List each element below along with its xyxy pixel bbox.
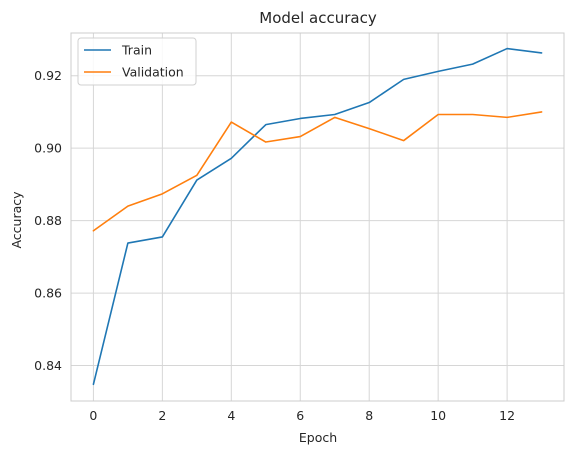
- x-tick-label: 8: [365, 408, 373, 423]
- series-lines: [92, 47, 543, 386]
- x-tick-label: 0: [89, 408, 97, 423]
- x-tick-label: 12: [499, 408, 515, 423]
- chart-title: Model accuracy: [259, 9, 377, 27]
- grid: [71, 33, 564, 401]
- x-tick-label: 4: [227, 408, 235, 423]
- series-line-train: [92, 47, 543, 386]
- series-line-validation: [92, 111, 543, 232]
- y-axis-ticks: 0.84 0.86 0.88 0.90 0.92: [34, 68, 62, 373]
- y-axis-label: Accuracy: [9, 191, 24, 249]
- legend: Train Validation: [77, 37, 197, 86]
- x-tick-label: 6: [296, 408, 304, 423]
- legend-label-validation: Validation: [122, 65, 184, 80]
- y-tick-label: 0.84: [34, 358, 62, 373]
- y-tick-label: 0.86: [34, 286, 62, 301]
- y-tick-label: 0.90: [34, 141, 62, 156]
- plot-frame: [70, 32, 565, 402]
- x-axis-label: Epoch: [299, 430, 337, 445]
- x-tick-label: 2: [158, 408, 166, 423]
- legend-label-train: Train: [121, 43, 152, 58]
- x-axis-ticks: 0 2 4 6 8 10 12: [89, 408, 515, 423]
- y-tick-label: 0.88: [34, 213, 62, 228]
- x-tick-label: 10: [430, 408, 446, 423]
- y-tick-label: 0.92: [34, 68, 62, 83]
